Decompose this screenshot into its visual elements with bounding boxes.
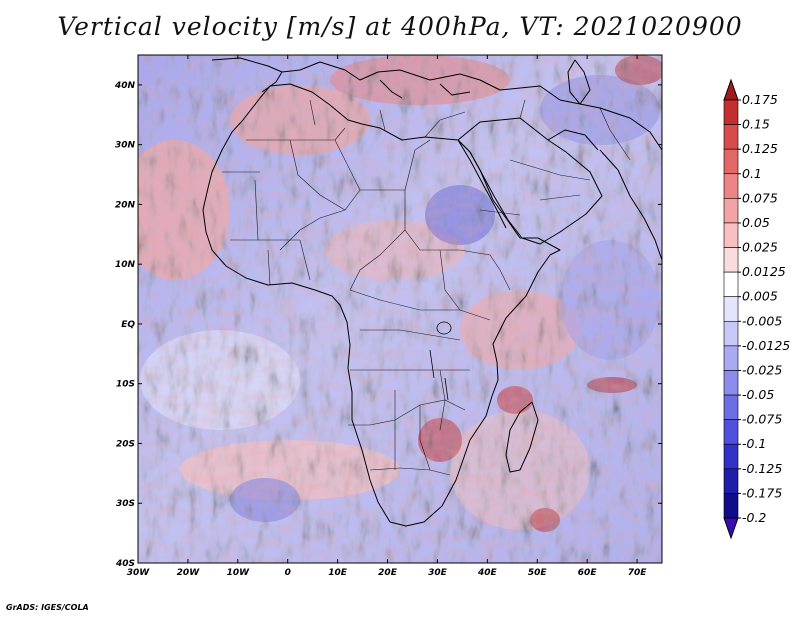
- lon-tick-label: 40E: [477, 568, 498, 578]
- colorbar-label: -0.025: [742, 362, 782, 377]
- lat-tick-label: 40N: [114, 81, 136, 91]
- credit-label: GrADS: IGES/COLA: [6, 603, 89, 612]
- colorbar-swatch: [723, 419, 739, 445]
- lon-tick-label: 20W: [177, 568, 201, 578]
- colorbar-swatch: [723, 124, 739, 150]
- colorbar-swatch: [723, 198, 739, 224]
- lon-tick-label: 50E: [528, 568, 548, 578]
- country-borders: [222, 99, 631, 476]
- colorbar-swatch: [723, 148, 739, 175]
- colorbar-label: 0.05: [742, 215, 770, 230]
- colorbar-swatch: [723, 345, 739, 371]
- colorbar-label: 0.1: [742, 166, 762, 181]
- colorbar-label: 0.175: [742, 92, 778, 107]
- lon-tick-label: 30W: [127, 568, 151, 578]
- colorbar-max-triangle: [723, 78, 739, 101]
- lon-tick-label: 30E: [428, 568, 448, 578]
- colorbar-label: -0.125: [742, 461, 782, 476]
- colorbar-label: -0.1: [742, 436, 766, 451]
- lon-tick-label: 70E: [628, 568, 648, 578]
- colorbar-swatch: [723, 271, 739, 298]
- colorbar-swatch: [723, 443, 739, 470]
- lat-tick-label: 30N: [115, 141, 136, 151]
- colorbar-swatch: [723, 320, 739, 347]
- colorbar-swatch: [723, 247, 739, 273]
- velocity-field: [138, 55, 662, 563]
- colorbar-label: 0.075: [742, 190, 778, 205]
- colorbar-label: 0.025: [742, 240, 778, 255]
- lon-tick-label: 20E: [378, 568, 398, 578]
- lat-tick-label: 20S: [116, 439, 135, 449]
- colorbar-swatch: [723, 493, 739, 519]
- colorbar-swatch: [723, 222, 739, 248]
- colorbar-swatch: [723, 99, 739, 125]
- colorbar-label: 0.125: [742, 141, 778, 156]
- lat-tick-label: 10S: [116, 380, 135, 390]
- colorbar-label: -0.005: [742, 313, 782, 328]
- colorbar-swatch: [723, 370, 739, 396]
- colorbar-swatch: [723, 468, 739, 494]
- colorbar-label: -0.175: [742, 485, 782, 500]
- lon-tick-label: 10W: [227, 568, 251, 578]
- lat-tick-label: 40S: [115, 559, 135, 569]
- colorbar-min-triangle: [723, 517, 739, 540]
- colorbar-label: -0.0125: [742, 338, 790, 353]
- colorbar-label: -0.075: [742, 412, 782, 427]
- lat-tick-label: 30S: [116, 499, 135, 509]
- colorbar-swatch: [723, 173, 739, 199]
- colorbar-swatch: [723, 394, 739, 420]
- lon-axis: 30W 20W 10W 0 10E 20E 30E 40E 50E 60E 70E: [127, 55, 647, 578]
- lon-tick-label: 60E: [578, 568, 598, 578]
- colorbar-label: 0.0125: [742, 264, 786, 279]
- lat-tick-label: 10N: [115, 260, 136, 270]
- colorbar-swatch: [723, 296, 739, 322]
- lakes: [429, 321, 452, 401]
- colorbar-label: 0.005: [742, 289, 778, 304]
- plot-frame: [137, 54, 663, 564]
- lat-tick-label: EQ: [121, 320, 135, 330]
- colorbar-label: -0.05: [742, 387, 774, 402]
- chart-title: Vertical velocity [m/s] at 400hPa, VT: 2…: [57, 12, 743, 41]
- lon-tick-label: 0: [285, 568, 291, 578]
- colorbar-label: -0.2: [742, 510, 766, 525]
- lon-tick-label: 10E: [328, 568, 348, 578]
- coastlines: [202, 57, 662, 527]
- lat-axis: 40N 30N 20N 10N EQ 10S 20S 30S 40S: [114, 81, 662, 569]
- colorbar: 0.175 0.15 0.125 0.1 0.075 0.05 0.025 0.0125 0.0…: [723, 78, 790, 540]
- colorbar-label: 0.15: [742, 117, 770, 132]
- lat-tick-label: 20N: [115, 200, 136, 210]
